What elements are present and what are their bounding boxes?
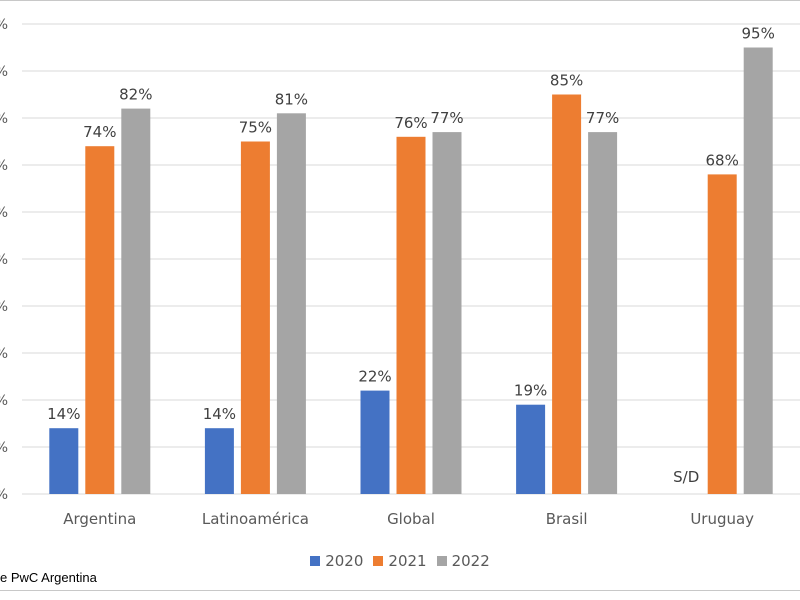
data-label-2020-3: 19% [514, 382, 547, 400]
y-tick-label-20: 20% [0, 393, 8, 409]
bar-2022-1 [276, 113, 306, 495]
data-label-2022-1: 81% [275, 90, 308, 108]
legend-item-2021: 2021 [373, 552, 427, 570]
bar-2021-4 [707, 174, 737, 494]
x-category-label-1: Latinoamérica [202, 510, 309, 528]
data-labels: 14%74%82%14%75%81%22%76% 77%19%85%77%S/D6… [47, 25, 775, 487]
y-tick-label-10: 10% [0, 440, 8, 456]
data-label-2022-4: 95% [742, 25, 775, 43]
data-label-2021-3: 85% [550, 72, 583, 90]
x-category-label-2: Global [387, 510, 435, 528]
y-tick-label-40: 40% [0, 299, 8, 315]
data-label-2020-0: 14% [47, 405, 80, 423]
data-label-2022-3: 77% [586, 109, 619, 127]
bar-2020-0 [49, 428, 79, 494]
legend-label-2020: 2020 [325, 552, 364, 570]
source-note: e PwC Argentina [0, 570, 97, 585]
bar-2020-2 [360, 390, 390, 494]
bar-2022-4 [743, 47, 773, 494]
y-tick-label-80: 80% [0, 111, 8, 127]
data-label-2021-0: 74% [83, 123, 116, 141]
legend-label-2021: 2021 [388, 552, 427, 570]
legend-label-2022: 2022 [451, 552, 490, 570]
legend-swatch-2022 [436, 556, 447, 566]
y-tick-label-30: 30% [0, 346, 8, 362]
y-axis-ticks: 0% 10% 20% 30% 40% 50% 60% 70% 80% 90% 100% [0, 17, 8, 503]
legend-item-2020: 2020 [310, 552, 363, 570]
legend-swatch-2021 [373, 556, 384, 566]
bars [49, 47, 773, 495]
bar-2021-1 [240, 141, 270, 494]
bar-2022-0 [121, 108, 151, 494]
x-category-label-3: Brasil [546, 510, 588, 528]
y-tick-label-70: 70% [0, 158, 8, 174]
bar-2022-3 [588, 132, 618, 494]
bottom-divider [0, 590, 800, 591]
y-tick-label-50: 50% [0, 252, 8, 268]
gridlines [22, 23, 800, 495]
bar-2020-3 [516, 404, 546, 494]
x-axis-categories: Argentina Latinoamérica Global Brasil Urugua… [63, 510, 754, 528]
bar-2020-1 [204, 428, 234, 494]
bar-2021-2 [396, 136, 426, 495]
y-tick-label-0: 0% [0, 487, 8, 503]
bar-2022-2 [432, 132, 462, 494]
bar-2021-3 [552, 94, 582, 494]
data-label-2020-4: S/D [673, 468, 699, 486]
legend-item-2022: 2022 [436, 552, 490, 570]
data-label-2021-4: 68% [706, 151, 739, 169]
y-tick-label-90: 90% [0, 64, 8, 80]
x-category-label-4: Uruguay [690, 510, 754, 528]
data-label-2020-2: 22% [358, 368, 391, 386]
data-label-2021-2: 76% [394, 114, 427, 132]
data-label-2022-2: 77% [430, 109, 463, 127]
y-tick-label-100: 100% [0, 17, 8, 33]
data-label-2022-0: 82% [119, 86, 152, 104]
bar-2021-0 [85, 146, 115, 494]
y-tick-label-60: 60% [0, 205, 8, 221]
legend: 2020 2021 2022 [0, 550, 800, 572]
legend-swatch-2020 [310, 556, 321, 566]
data-label-2021-1: 75% [239, 119, 272, 137]
x-category-label-0: Argentina [63, 510, 136, 528]
data-label-2020-1: 14% [203, 405, 236, 423]
